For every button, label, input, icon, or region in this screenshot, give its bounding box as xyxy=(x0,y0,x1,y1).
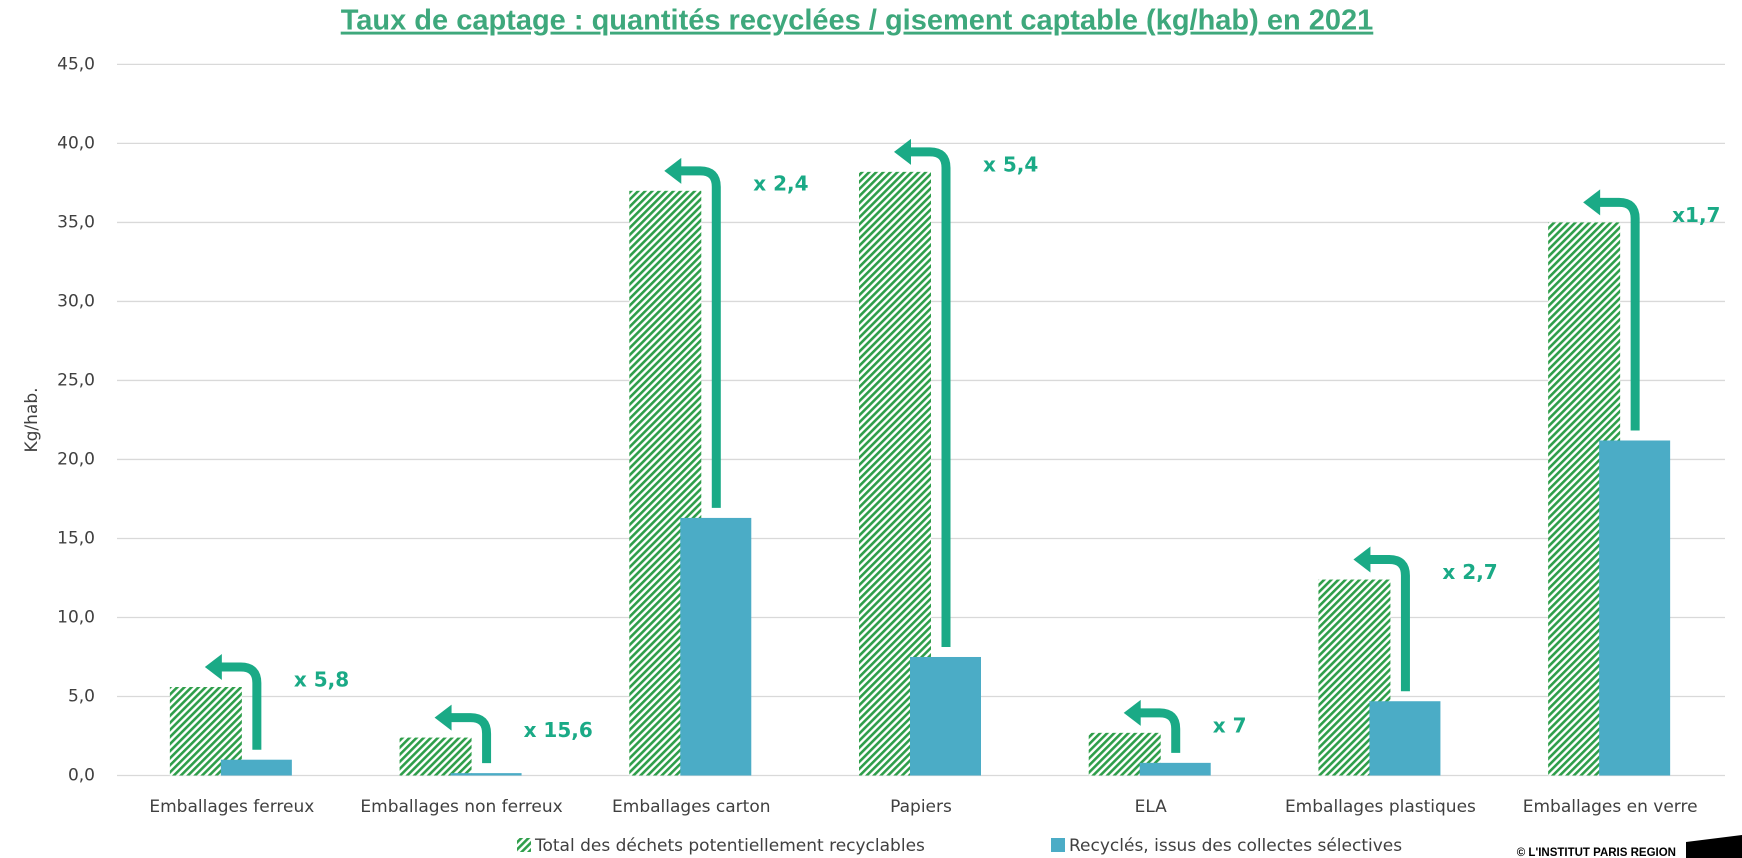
y-tick-label: 5,0 xyxy=(68,686,95,706)
arrow xyxy=(679,166,721,508)
arrow xyxy=(1598,197,1640,431)
y-axis-label: Kg/hab. xyxy=(22,387,42,452)
y-tick-label: 30,0 xyxy=(57,291,95,311)
legend-swatch xyxy=(1051,838,1065,852)
arrow-head xyxy=(1583,189,1601,216)
bar xyxy=(680,517,752,776)
arrow xyxy=(1138,708,1181,753)
y-tick-label: 35,0 xyxy=(57,212,95,232)
bar xyxy=(1369,701,1441,776)
arrow xyxy=(219,662,262,750)
arrow-head xyxy=(1353,546,1371,573)
annotation: x 15,6 xyxy=(524,718,593,742)
arrow-head xyxy=(894,138,911,165)
legend-swatch xyxy=(517,838,531,852)
legend-label: Recyclés, issus des collectes sélectives xyxy=(1069,836,1402,856)
x-tick-label: Emballages ferreux xyxy=(149,796,315,817)
bar xyxy=(220,759,292,776)
y-tick-label: 20,0 xyxy=(57,449,95,469)
arrow xyxy=(909,147,951,647)
annotation: x 2,7 xyxy=(1442,560,1497,584)
annotation: x 2,4 xyxy=(753,171,808,195)
bar xyxy=(910,656,981,776)
y-tick-label: 45,0 xyxy=(57,54,95,74)
y-tick-label: 25,0 xyxy=(57,370,95,390)
arrow-head xyxy=(204,654,222,681)
y-tick-label: 10,0 xyxy=(57,607,95,627)
arrow-head xyxy=(1123,699,1141,726)
annotation: x 7 xyxy=(1213,713,1247,737)
arrow-head xyxy=(434,704,452,731)
arrow-head xyxy=(664,157,682,184)
bar xyxy=(1139,762,1211,776)
credit: © L'INSTITUT PARIS REGION xyxy=(1517,847,1676,858)
bar xyxy=(450,773,522,776)
bar xyxy=(1599,440,1671,776)
x-tick-label: Emballages carton xyxy=(612,796,771,817)
y-tick-label: 0,0 xyxy=(68,766,95,786)
legend-label: Total des déchets potentiellement recycl… xyxy=(534,836,925,856)
y-tick-label: 40,0 xyxy=(57,133,95,153)
arrow xyxy=(1368,555,1410,692)
x-tick-label: Emballages non ferreux xyxy=(360,796,563,817)
bar xyxy=(399,737,472,776)
annotation: x 5,8 xyxy=(294,668,349,692)
logo-shape xyxy=(1686,835,1742,858)
chart-title: Taux de captage : quantités recyclées / … xyxy=(341,5,1374,37)
x-tick-label: Emballages en verre xyxy=(1522,796,1698,817)
annotation: x1,7 xyxy=(1672,203,1720,227)
x-tick-label: Papiers xyxy=(890,796,952,817)
x-tick-label: Emballages plastiques xyxy=(1284,796,1476,817)
y-tick-label: 15,0 xyxy=(57,528,95,548)
x-tick-label: ELA xyxy=(1134,796,1167,817)
arrow xyxy=(449,713,492,764)
annotation: x 5,4 xyxy=(983,152,1038,176)
